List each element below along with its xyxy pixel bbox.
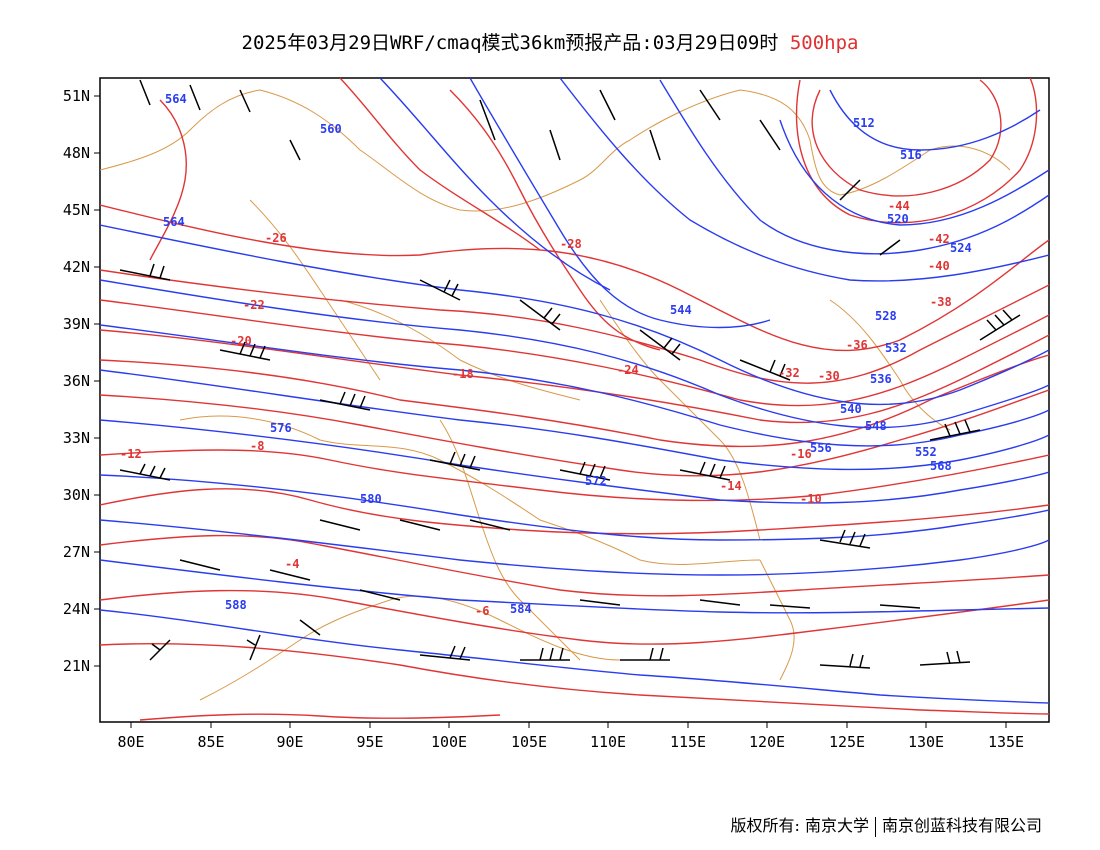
lon-tick-label: 100E <box>431 733 467 751</box>
wind-barbs <box>119 79 1021 669</box>
temperature-label: -28 <box>560 237 582 251</box>
title-level: 500hpa <box>789 32 859 54</box>
lat-tick-label: 27N <box>63 543 90 561</box>
height-label: 568 <box>930 459 952 473</box>
temperature-label: -40 <box>928 259 950 273</box>
height-label: 564 <box>163 215 185 229</box>
temperature-label: -6 <box>475 604 489 618</box>
height-label: 544 <box>670 303 692 317</box>
lon-tick-label: 95E <box>356 733 383 751</box>
temperature-label: -36 <box>846 338 868 352</box>
temperature-label: -26 <box>265 231 287 245</box>
lat-tick-label: 45N <box>63 201 90 219</box>
plot-frame <box>99 77 1050 723</box>
height-label: 532 <box>885 341 907 355</box>
height-label: 556 <box>810 441 832 455</box>
temperature-label: -42 <box>928 232 950 246</box>
lon-tick-label: 115E <box>670 733 706 751</box>
height-label: 536 <box>870 372 892 386</box>
height-label: 572 <box>585 474 607 488</box>
temperature-label: -4 <box>285 557 299 571</box>
height-label: 580 <box>360 492 382 506</box>
height-contours <box>100 78 1049 704</box>
lat-tick-label: 48N <box>63 144 90 162</box>
height-label: 524 <box>950 241 972 255</box>
lon-tick-label: 85E <box>197 733 224 751</box>
temperature-label: -12 <box>120 447 142 461</box>
credit-owner: 版权所有: 南京大学 <box>730 816 869 835</box>
lon-axis: 80E 85E 90E 95E 100E 105E 110E 115E 120E… <box>117 733 1024 751</box>
height-label: 512 <box>853 116 875 130</box>
lat-tick-label: 24N <box>63 600 90 618</box>
lat-tick-label: 42N <box>63 258 90 276</box>
lon-tick-label: 90E <box>276 733 303 751</box>
temperature-label: -38 <box>930 295 952 309</box>
temperature-label: -10 <box>800 492 822 506</box>
temperature-label: -20 <box>230 334 252 348</box>
lon-tick-label: 110E <box>590 733 626 751</box>
credit-partner: 南京创蓝科技有限公司 <box>881 816 1042 835</box>
lon-tick-label: 80E <box>117 733 144 751</box>
height-label: 520 <box>887 212 909 226</box>
height-label: 516 <box>900 148 922 162</box>
temperature-label: -16 <box>790 447 812 461</box>
lat-axis: 51N 48N 45N 42N 39N 36N 33N 30N 27N 24N … <box>63 87 90 675</box>
lat-tick-label: 33N <box>63 429 90 447</box>
lat-tick-label: 51N <box>63 87 90 105</box>
temperature-label: -30 <box>818 369 840 383</box>
height-label: 548 <box>865 419 887 433</box>
height-label: 584 <box>510 602 532 616</box>
title-main: 2025年03月29日WRF/cmaq模式36km预报产品:03月29日09时 <box>241 32 779 54</box>
height-label: 528 <box>875 309 897 323</box>
lat-tick-label: 39N <box>63 315 90 333</box>
lat-tick-label: 21N <box>63 657 90 675</box>
temperature-label: -8 <box>250 439 264 453</box>
temperature-contours <box>100 78 1049 721</box>
temperature-label: -18 <box>452 367 474 381</box>
height-label: 552 <box>915 445 937 459</box>
boundary-lines <box>100 89 1011 701</box>
lon-tick-label: 105E <box>511 733 547 751</box>
height-label: 564 <box>165 92 187 106</box>
lat-tick-label: 30N <box>63 486 90 504</box>
height-label-group: 564 560 512 516 520 524 528 532 536 540 … <box>163 92 972 616</box>
chart-title: 2025年03月29日WRF/cmaq模式36km预报产品:03月29日09时 … <box>0 28 1100 55</box>
axis-ticks <box>94 95 1007 728</box>
height-label: 560 <box>320 122 342 136</box>
temperature-label: -24 <box>617 363 639 377</box>
height-label: 540 <box>840 402 862 416</box>
lon-tick-label: 120E <box>749 733 785 751</box>
lon-tick-label: 135E <box>988 733 1024 751</box>
lat-tick-label: 36N <box>63 372 90 390</box>
height-label: 588 <box>225 598 247 612</box>
lon-tick-label: 125E <box>829 733 865 751</box>
height-label: 576 <box>270 421 292 435</box>
credit-divider <box>874 816 876 837</box>
temperature-label: -32 <box>778 366 800 380</box>
lon-tick-label: 130E <box>908 733 944 751</box>
temperature-label: -22 <box>243 298 265 312</box>
temperature-label-group: -44 -42 -40 -38 -36 -32 -30 -28 -26 -24 … <box>120 199 952 618</box>
copyright-credit: 版权所有: 南京大学 南京创蓝科技有限公司 <box>730 812 1042 837</box>
temperature-label: -14 <box>720 479 742 493</box>
temperature-label: -44 <box>888 199 910 213</box>
